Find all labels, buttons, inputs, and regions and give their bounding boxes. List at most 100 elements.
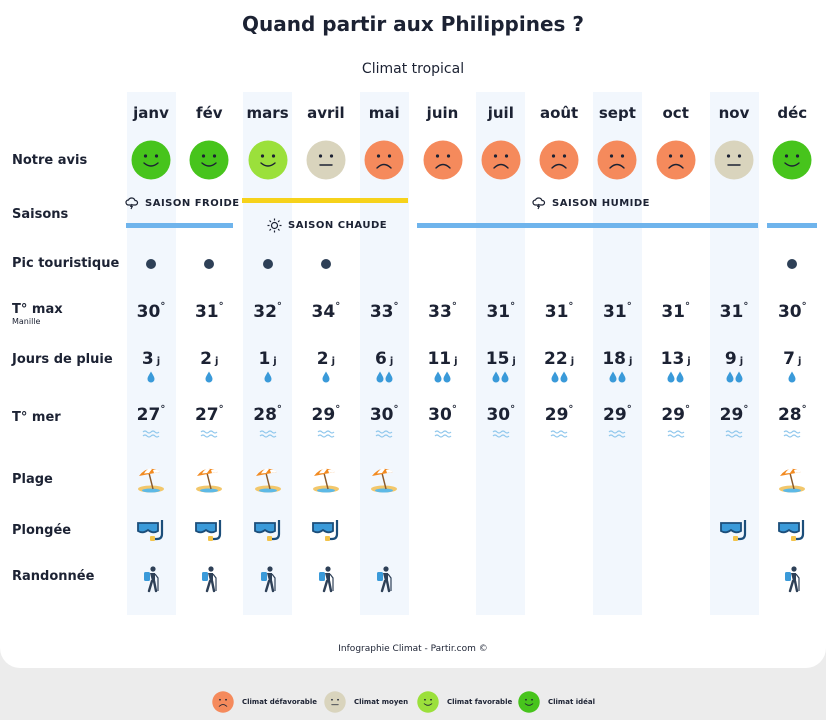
row-label-tmax: T° max — [12, 302, 63, 317]
raindrops — [414, 371, 472, 383]
beach-umbrella-icon — [138, 468, 164, 493]
waves-icon — [317, 430, 335, 438]
raindrops — [355, 371, 413, 383]
month-label: fév — [196, 104, 223, 122]
month-label: déc — [777, 104, 808, 122]
waves — [239, 429, 297, 439]
rain-days-value: 18 j — [602, 349, 633, 369]
row-label-saisons: Saisons — [12, 207, 69, 222]
waves — [763, 429, 821, 439]
infographic-card: Quand partir aux Philippines ? Climat tr… — [0, 0, 826, 668]
peak-dot — [320, 259, 331, 269]
rating-face-defavorable — [423, 140, 463, 180]
tmax-value: 30° — [136, 301, 166, 322]
legend-item-favorable: Climat favorable — [417, 691, 512, 713]
month-label: juil — [487, 104, 514, 122]
raindrops — [472, 371, 530, 383]
raindrops — [297, 371, 355, 383]
waves-icon — [142, 430, 160, 438]
waves — [588, 429, 646, 439]
hiking-cell — [239, 565, 297, 593]
hiker-icon — [202, 566, 217, 593]
peak-dot — [787, 259, 798, 269]
sun-icon — [267, 218, 282, 233]
waves — [530, 429, 588, 439]
raindrop-icon — [385, 371, 393, 383]
diving-mask-icon — [137, 520, 164, 541]
rain-days-value: 13 j — [660, 349, 691, 369]
raindrops — [239, 371, 297, 383]
rating-face-ideal — [131, 140, 171, 180]
tmax-value: 34° — [311, 301, 341, 322]
row-label-avis: Notre avis — [12, 153, 88, 168]
waves — [180, 429, 238, 439]
beach-cell — [297, 464, 355, 494]
rating-face-defavorable — [364, 140, 404, 180]
tmax-value: 31° — [719, 301, 749, 322]
row-label-pic: Pic touristique — [12, 256, 120, 271]
waves-icon — [667, 430, 685, 438]
season-label-froide: SAISON FROIDE — [125, 196, 240, 210]
raindrop-icon — [147, 371, 155, 383]
hiking-cell — [355, 565, 413, 593]
hiking-cell — [297, 565, 355, 593]
peak-dot — [204, 259, 215, 269]
legend-item-defavorable: Climat défavorable — [212, 691, 317, 713]
hiker-icon — [260, 566, 276, 593]
sea-temp-value: 27° — [136, 404, 166, 425]
sea-temp-value: 30° — [428, 404, 457, 425]
legend-face-icon — [518, 691, 540, 713]
rating-face-defavorable — [481, 140, 521, 180]
waves — [297, 429, 355, 439]
rating-face-defavorable — [597, 140, 637, 180]
waves — [647, 429, 705, 439]
sea-temp-value: 28° — [777, 404, 807, 425]
raindrop-icon — [322, 371, 330, 383]
legend-label: Climat moyen — [354, 698, 409, 706]
diving-mask-icon — [253, 520, 280, 541]
season-label-chaude: SAISON CHAUDE — [267, 218, 387, 233]
sea-temp-value: 27° — [194, 404, 224, 425]
raindrop-icon — [443, 371, 451, 383]
month-label: oct — [662, 104, 689, 122]
raindrop-icon — [676, 371, 684, 383]
beach-umbrella-icon — [371, 468, 398, 493]
beach-cell — [180, 464, 238, 494]
sea-temp-value: 30° — [369, 404, 399, 425]
rating-face-defavorable — [539, 140, 579, 180]
sea-temp-value: 29° — [719, 404, 749, 425]
month-label: avril — [307, 104, 345, 122]
raindrops — [122, 371, 180, 383]
tmax-value: 33° — [369, 301, 399, 322]
raindrops — [588, 371, 646, 383]
tmax-value: 31° — [194, 301, 224, 322]
season-humide-text: SAISON HUMIDE — [552, 197, 651, 209]
raindrops — [705, 371, 763, 383]
diving-mask-icon — [720, 520, 747, 541]
raindrop-icon — [788, 371, 796, 383]
peak-dot — [146, 259, 156, 269]
storm-cloud-icon — [125, 197, 139, 210]
waves-icon — [783, 430, 801, 438]
beach-umbrella-icon — [196, 468, 223, 493]
sea-temp-value: 29° — [311, 404, 341, 425]
hiker-icon — [785, 566, 800, 593]
month-label: août — [539, 104, 579, 122]
peak-dot — [262, 259, 273, 269]
beach-cell — [239, 464, 297, 494]
waves-icon — [200, 430, 218, 438]
raindrop-icon — [501, 371, 509, 383]
legend-face-icon — [324, 691, 346, 713]
season-bar-froide-dec — [767, 223, 817, 228]
raindrop-icon — [560, 371, 568, 383]
diving-mask-icon — [778, 520, 805, 541]
beach-cell — [122, 464, 180, 494]
waves — [705, 429, 763, 439]
tmax-value: 31° — [486, 301, 516, 322]
row-label-plongee: Plongée — [12, 523, 72, 538]
waves — [472, 429, 530, 439]
sea-temp-value: 28° — [253, 404, 282, 425]
